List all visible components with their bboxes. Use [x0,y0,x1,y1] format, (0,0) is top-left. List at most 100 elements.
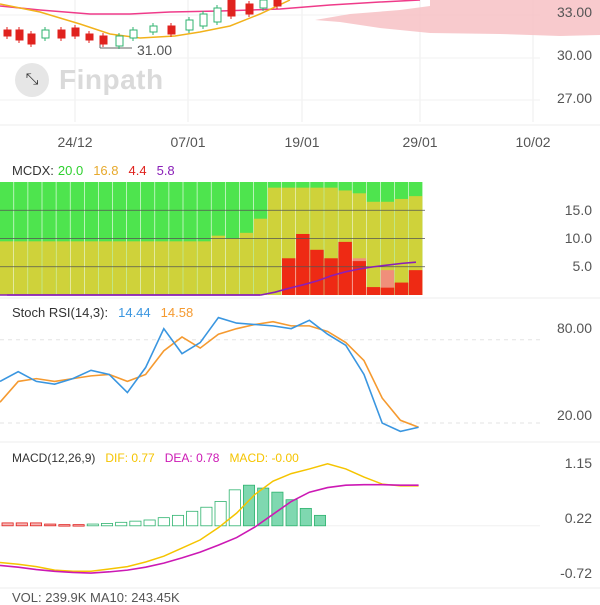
candle [85,33,94,41]
mcdx-bar-red [310,249,324,295]
mcdx-y-label: 15.0 [564,202,592,218]
x-axis-label: 29/01 [402,134,438,150]
macd-hist-bar [186,510,199,527]
x-axis-label: 19/01 [284,134,320,150]
candle [3,29,12,37]
macd-legend-label: MACD(12,26,9) [12,451,96,465]
mcdx-value-red: 4.4 [128,163,147,178]
macd-dif-line [0,462,419,573]
mcdx-bar-yellow [183,241,197,295]
candle [185,19,194,31]
volume-legend[interactable]: VOL: 239.9K MA10: 243.45K [12,590,180,605]
mcdx-bar-yellow [211,235,225,295]
mcdx-bar-red [408,270,423,295]
mcdx-bar-yellow [366,201,381,295]
macd-hist-bar [157,517,170,527]
rsi-k-line [0,316,419,433]
candle [41,29,50,39]
rsi-d-line [0,320,419,428]
mcdx-value-green: 20.0 [57,163,84,178]
macd-hist-bar [86,523,99,527]
candle [245,3,254,15]
mcdx-value-purple: 5.8 [156,163,175,178]
macd-hist-bar [29,522,42,527]
mcdx-y-label: 10.0 [564,230,592,246]
mcdx-bar-yellow [394,198,409,295]
price-y-label: 33.00 [556,4,592,20]
mcdx-bar-yellow [197,241,211,295]
price-marker-label: 31.00 [137,42,173,58]
macd-hist-bar [313,514,326,527]
macd-hist-bar [101,523,114,527]
macd-hist-bar [72,524,85,527]
collapse-arrows-icon[interactable]: ⤡ [15,63,49,97]
mcdx-y-label: 5.0 [572,258,592,274]
macd-hist-bar [15,522,28,527]
candle [15,29,24,41]
candle [227,0,236,17]
x-axis-label: 07/01 [170,134,206,150]
ma-line-pink [0,0,421,15]
mcdx-bar-red [352,261,366,295]
candle [273,0,282,7]
stoch-rsi-k-value: 14.44 [118,305,151,320]
macd-hist-bar [171,514,184,527]
macd-hist-bar [143,519,156,527]
candle [57,29,66,39]
macd-y-label: 1.15 [564,455,592,471]
mcdx-bar-red [380,287,395,295]
mcdx-panel[interactable] [0,182,600,299]
mcdx-bar-yellow [42,241,56,295]
x-axis-label: 24/12 [57,134,93,150]
mcdx-bar-yellow [169,241,183,295]
mcdx-bar-yellow [141,241,155,295]
brand-name: Finpath [59,64,164,95]
stoch-rsi-d-value: 14.58 [160,305,194,320]
macd-hist-bar [44,523,57,527]
mcdx-bar-yellow [126,241,141,295]
candle [167,25,176,35]
macd-hist-bar [285,499,298,527]
mcdx-bar-yellow [267,187,282,295]
mcdx-bar-red [394,282,409,295]
price-panel[interactable] [0,0,600,126]
macd-hist-bar [58,524,71,527]
stoch-rsi-legend[interactable]: Stoch RSI(14,3): 14.44 14.58 [12,305,203,320]
mcdx-bar-yellow [70,241,84,295]
candle [199,13,208,27]
price-y-label: 27.00 [556,90,592,106]
mcdx-bar-red [366,287,381,295]
macd-hist-value: MACD: -0.00 [229,451,299,465]
macd-dea-line [0,483,419,574]
candle [27,33,36,45]
mcdx-bar-yellow [239,232,254,295]
stoch-rsi-panel[interactable] [0,316,600,443]
price-y-label: 30.00 [556,47,592,63]
candle [115,35,124,47]
macd-hist-bar [200,506,213,527]
ma-line-orange [0,0,291,39]
macd-dea-value: DEA: 0.78 [164,451,220,465]
mcdx-value-yellow: 16.8 [93,163,119,178]
mcdx-legend[interactable]: MCDX: 20.0 16.8 4.4 5.8 [12,163,185,178]
mcdx-bar-yellow [0,241,14,295]
mcdx-bar-yellow [112,241,127,295]
x-axis-label: 10/02 [515,134,551,150]
candle [99,35,108,45]
macd-y-label: -0.72 [560,565,592,581]
brand-logo: ⤡ Finpath [15,63,164,97]
macd-hist-bar [257,487,270,527]
macd-legend[interactable]: MACD(12,26,9) DIF: 0.77 DEA: 0.78 MACD: -0.… [12,451,309,465]
stoch-rsi-legend-label: Stoch RSI(14,3): [12,305,109,320]
candle [71,27,80,37]
mcdx-bar-red [338,241,352,295]
mcdx-bar-yellow [14,241,28,295]
mcdx-bar-red [282,258,296,295]
macd-dif-value: DIF: 0.77 [105,451,155,465]
candle [149,25,158,33]
mcdx-bar-yellow [28,241,42,295]
rsi-y-label: 20.00 [556,407,592,423]
macd-panel[interactable] [0,462,600,589]
macd-hist-bar [1,522,14,527]
